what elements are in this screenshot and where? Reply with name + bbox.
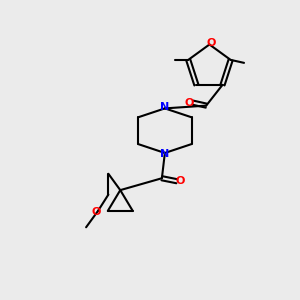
Text: O: O (184, 98, 194, 108)
Text: O: O (206, 38, 216, 48)
Text: N: N (160, 149, 170, 160)
Text: N: N (160, 102, 170, 112)
Text: O: O (176, 176, 185, 186)
Text: O: O (92, 207, 101, 218)
